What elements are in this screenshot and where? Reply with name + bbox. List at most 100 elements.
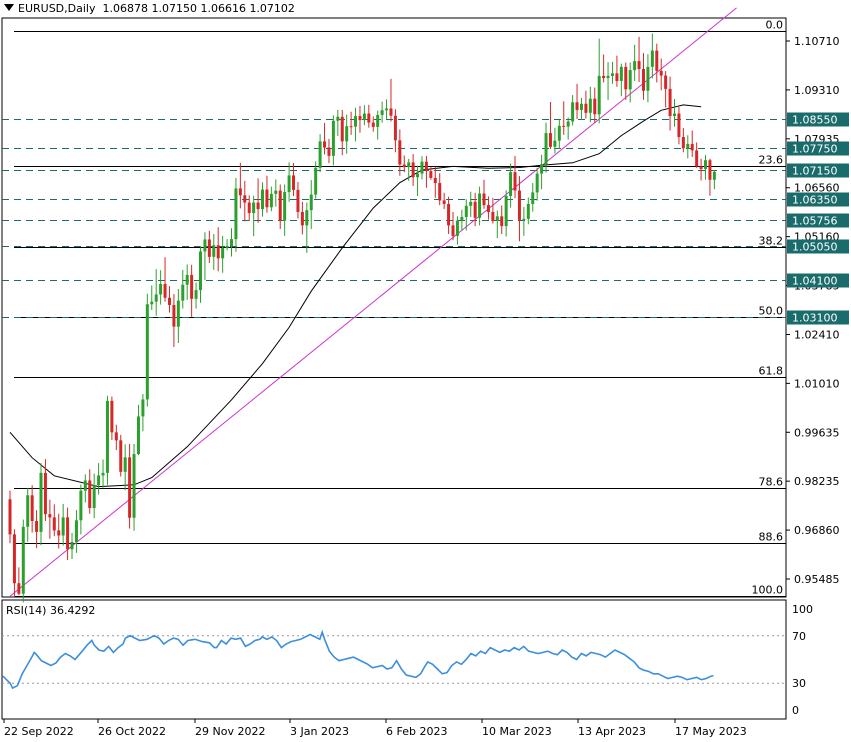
candle-body [247,202,251,214]
candle-body [265,189,269,208]
rsi-tick-label: 70 [792,630,806,643]
y-tick-label: 0.99635 [794,426,840,439]
symbol-label: EURUSD,Daily [18,2,96,15]
candle-body [482,193,486,206]
candle-body [198,251,202,291]
trendline [9,7,737,597]
candle-body [132,454,136,518]
candle-body [624,66,628,90]
candle-body [278,190,282,221]
candle-body [597,75,601,115]
price-level-tag [787,112,849,127]
candle-body [637,61,641,70]
candle-body [136,416,140,455]
candle-body [256,202,260,210]
y-tick-label: 0.96860 [794,524,840,537]
x-tick-label: 6 Feb 2023 [386,725,447,738]
candle-body [230,239,233,246]
fib-label: 38.2 [759,235,784,248]
candle-body [522,218,526,220]
candle-body [345,126,349,142]
x-tick-label: 10 Mar 2023 [482,725,552,738]
candle-body [314,167,318,195]
candle-body [571,102,575,122]
candle-body [159,283,163,295]
candle-body [460,217,464,221]
candle-body [114,432,118,441]
dropdown-triangle-icon[interactable] [4,4,14,11]
price-level-tag-text: 1.07150 [792,165,838,178]
candle-body [393,115,397,141]
candle-body [66,517,70,550]
candle-body [323,141,327,148]
candle-body [509,172,513,197]
candle-body [110,400,114,433]
candle-body [535,173,539,193]
x-tick-label: 3 Jan 2023 [290,725,349,738]
candle-body [243,195,247,203]
y-tick-label: 1.09310 [794,84,840,97]
candle-body [39,472,43,532]
candle-body [105,400,109,473]
candle-body [389,108,393,116]
candle-body [686,143,690,149]
candle-body [424,161,428,172]
candle-body [655,50,659,71]
candle-body [584,103,588,113]
candle-body [664,75,668,89]
candle-body [442,200,446,205]
candle-body [252,202,256,214]
candle-body [708,160,712,180]
candle-body [327,147,331,156]
candle-body [300,211,304,226]
candle-body [619,66,623,81]
candle-body [628,70,632,90]
candle-body [673,113,676,117]
price-level-tag [787,310,849,325]
candle-body [145,304,149,400]
candle-body [292,175,296,190]
candle-body [12,534,16,584]
candle-body [340,116,344,142]
candle-body [167,297,171,305]
candle-body [43,472,47,515]
candle-body [57,530,61,536]
price-level-tag [787,239,849,254]
candle-body [150,301,154,305]
price-level-tag-text: 1.03100 [792,312,838,325]
candle-body [500,216,504,227]
candle-body [83,480,87,491]
candle-body [296,189,300,212]
candle-body [26,495,30,527]
fib-label: 78.6 [759,476,784,489]
fib-label: 61.8 [759,365,784,378]
candle-body [8,499,12,535]
candle-body [641,69,645,91]
candle-body [433,177,437,184]
candle-body [464,205,468,218]
candle-body [438,183,442,201]
candle-body [358,116,362,121]
candle-body [504,196,508,227]
candle-body [92,485,96,508]
candle-body [172,304,176,327]
candle-body [566,121,570,127]
x-tick-label: 17 May 2023 [675,725,747,738]
candle-body [123,457,127,472]
candle-body [575,102,579,110]
candle-body [579,103,583,110]
candle-body [455,220,459,236]
candle-body [593,98,597,115]
candle-body [225,245,229,248]
candle-body [79,490,83,521]
candle-body [309,194,313,211]
candle-body [48,514,52,518]
candle-body [451,225,455,236]
candle-body [362,113,366,121]
rsi-title: RSI(14) 36.4292 [6,604,96,617]
candle-body [52,517,56,531]
candle-body [207,239,211,257]
y-tick-label: 1.01010 [794,377,840,390]
candle-body [261,189,265,210]
candle-body [517,190,521,220]
